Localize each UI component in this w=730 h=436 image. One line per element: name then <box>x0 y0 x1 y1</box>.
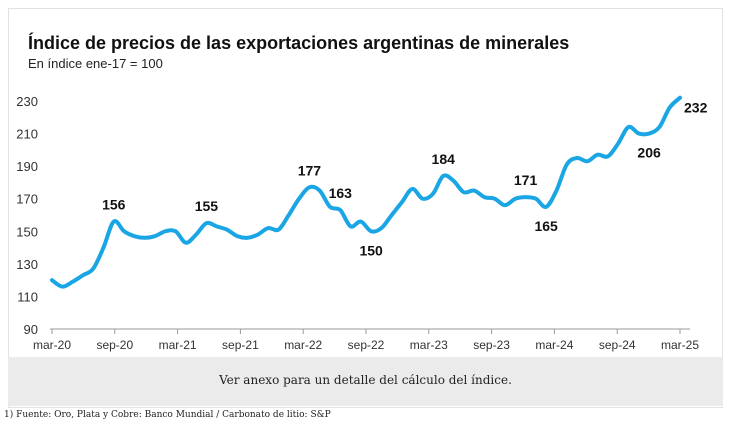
data-label: 171 <box>514 172 538 188</box>
x-tick-label: mar-25 <box>661 338 699 352</box>
chart-subtitle: En índice ene-17 = 100 <box>28 56 163 71</box>
x-tick-label: mar-22 <box>284 338 322 352</box>
index-series-line <box>50 95 682 289</box>
x-tick-label: sep-22 <box>348 338 385 352</box>
data-label: 156 <box>102 197 126 213</box>
y-tick-label: 110 <box>17 289 38 304</box>
data-label: 150 <box>359 242 383 258</box>
data-label: 232 <box>684 100 708 116</box>
x-tick-label: mar-23 <box>410 338 448 352</box>
x-tick-label: sep-20 <box>96 338 133 352</box>
y-tick-label: 150 <box>16 224 38 239</box>
chart-card <box>8 8 723 408</box>
y-tick-label: 130 <box>16 257 38 272</box>
data-label: 177 <box>298 162 322 178</box>
y-tick-label: 190 <box>16 159 38 174</box>
footer-note-band: Ver anexo para un detalle del cálculo de… <box>8 357 723 406</box>
source-note: 1) Fuente: Oro, Plata y Cobre: Banco Mun… <box>4 410 331 420</box>
data-label: 184 <box>432 151 456 167</box>
x-tick-label: mar-21 <box>159 338 197 352</box>
x-tick-label: sep-24 <box>599 338 636 352</box>
y-tick-label: 90 <box>24 322 38 337</box>
x-tick-label: sep-21 <box>222 338 259 352</box>
footer-note: Ver anexo para un detalle del cálculo de… <box>219 373 512 387</box>
data-label: 163 <box>329 185 353 201</box>
x-tick-label: mar-20 <box>33 338 71 352</box>
y-tick-label: 230 <box>16 94 38 109</box>
data-label: 206 <box>637 145 661 161</box>
y-tick-label: 210 <box>16 127 38 142</box>
x-tick-label: sep-23 <box>473 338 510 352</box>
data-label: 165 <box>534 218 558 234</box>
x-tick-label: mar-24 <box>535 338 573 352</box>
chart-title: Índice de precios de las exportaciones a… <box>28 33 570 53</box>
y-tick-label: 170 <box>16 192 38 207</box>
data-label: 155 <box>195 198 219 214</box>
